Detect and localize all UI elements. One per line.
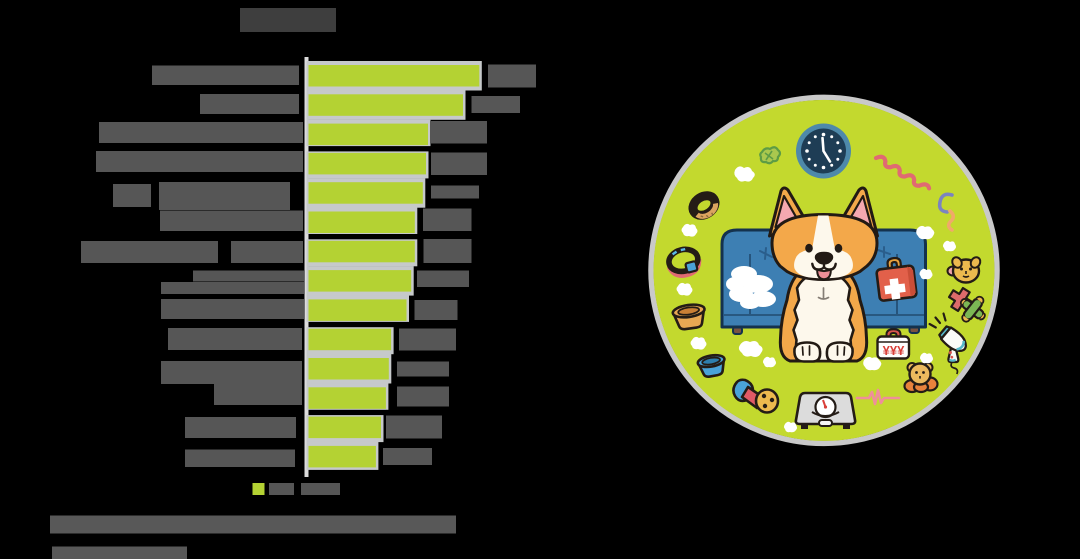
svg-text:¥¥¥: ¥¥¥ [883,343,905,358]
